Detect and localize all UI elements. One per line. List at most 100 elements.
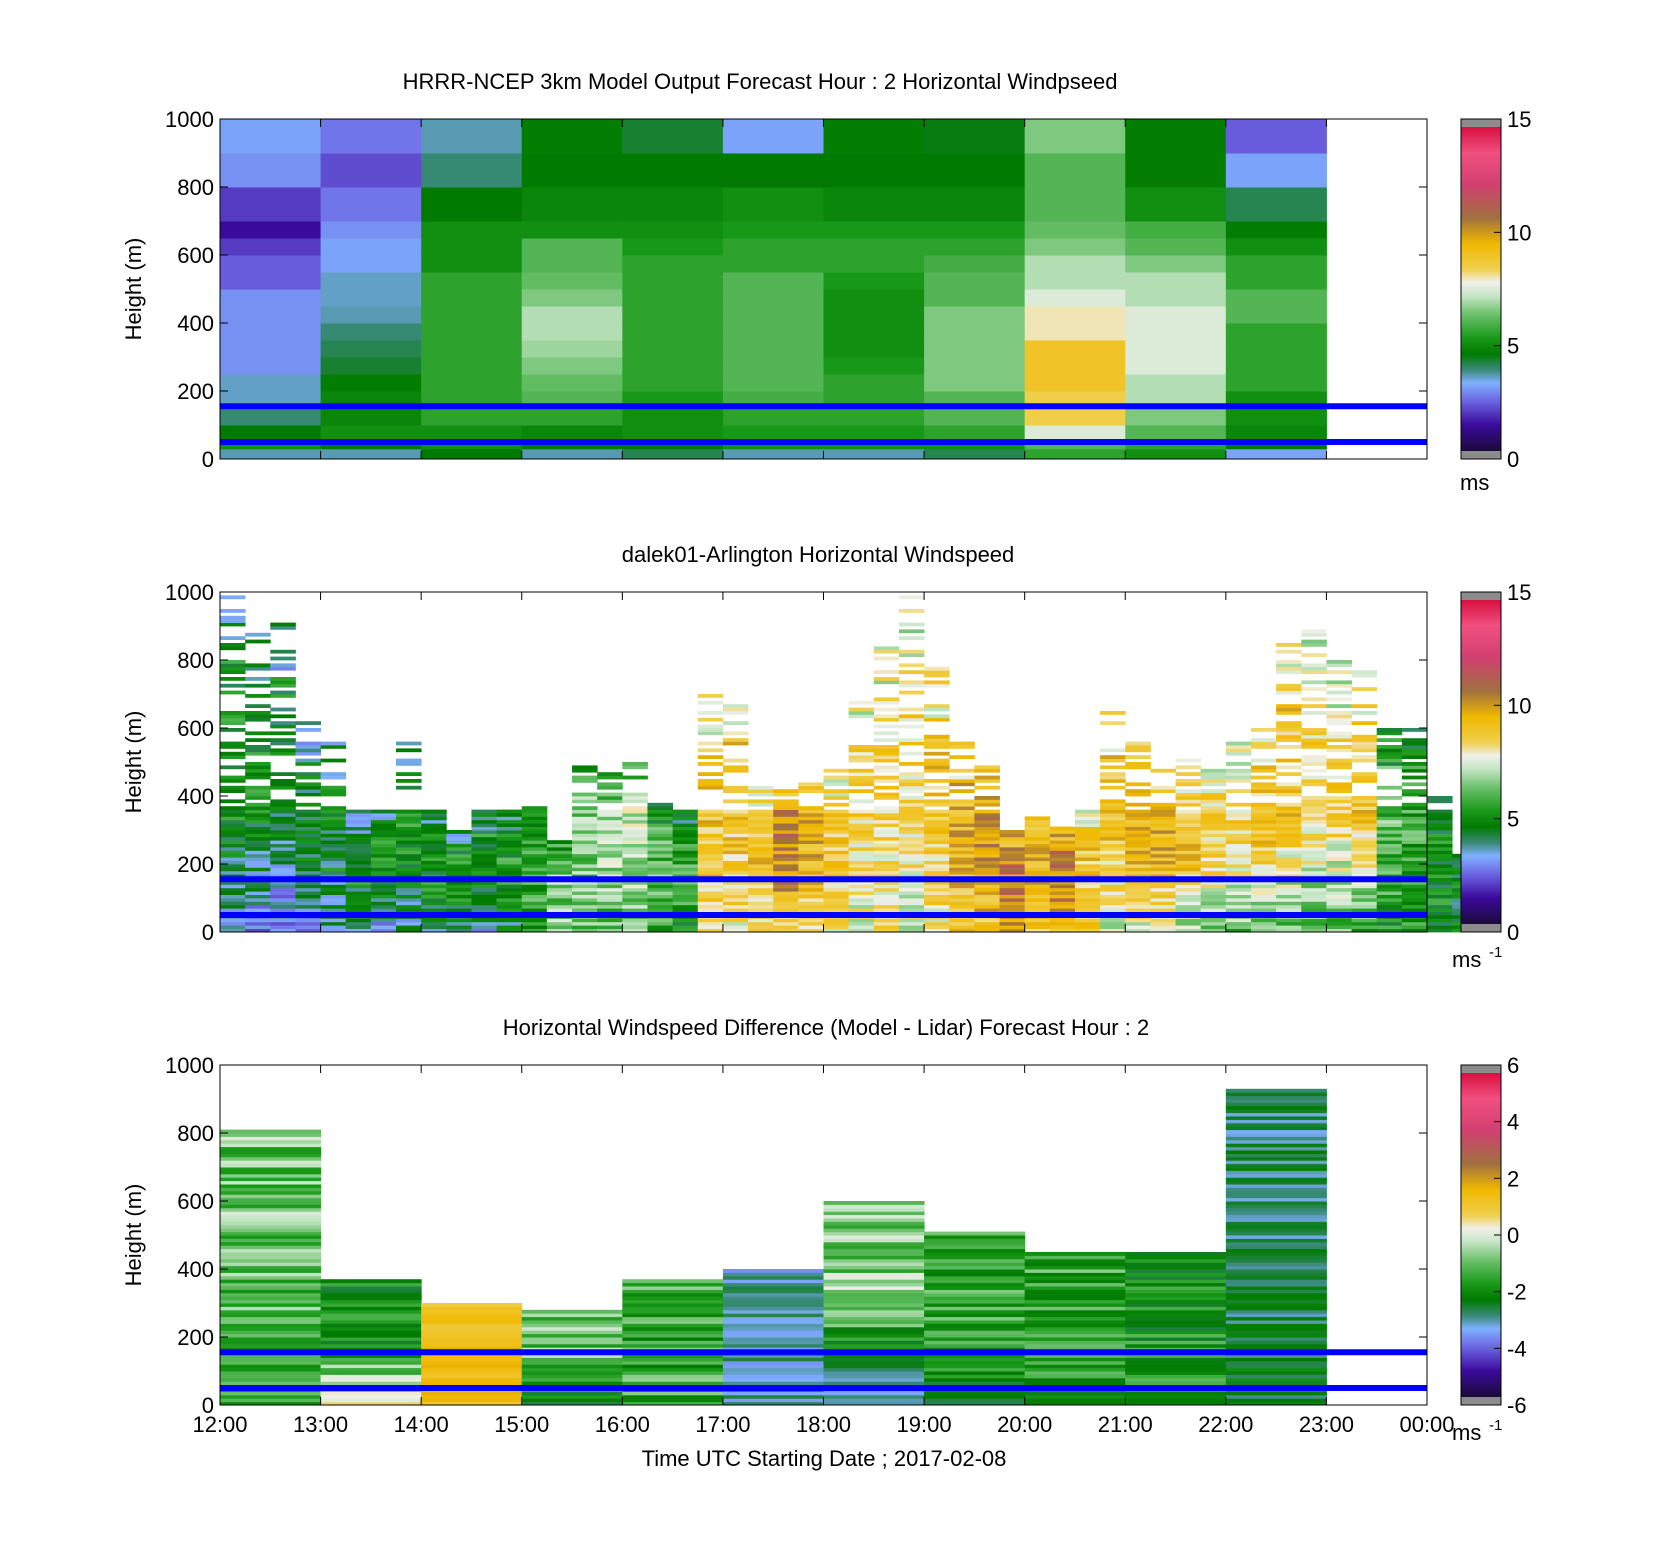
- heatmap-cell: [722, 809, 749, 814]
- heatmap-cell: [1225, 1367, 1327, 1372]
- heatmap-cell: [748, 830, 774, 834]
- heatmap-cell: [245, 857, 271, 861]
- heatmap-cell: [1024, 840, 1051, 844]
- heatmap-cell: [898, 816, 925, 821]
- heatmap-cell: [622, 881, 648, 885]
- colorbar-tick-label: -6: [1507, 1393, 1527, 1418]
- heatmap-cell: [1376, 857, 1403, 861]
- heatmap-cell: [1150, 809, 1176, 814]
- heatmap-cell: [1100, 823, 1126, 827]
- heatmap-cell: [1225, 1095, 1327, 1100]
- heatmap-cell: [823, 823, 850, 827]
- heatmap-cell: [722, 884, 749, 889]
- heatmap-cell: [848, 908, 875, 912]
- heatmap-cell: [1301, 663, 1327, 668]
- heatmap-cell: [798, 891, 824, 895]
- heatmap-cell: [823, 1354, 925, 1358]
- heatmap-cell: [1351, 850, 1378, 855]
- heatmap-cell: [521, 813, 548, 817]
- heatmap-cell: [220, 840, 246, 844]
- heatmap-cell: [1125, 306, 1227, 324]
- heatmap-cell: [1225, 898, 1252, 902]
- heatmap-cell: [270, 751, 296, 756]
- heatmap-cell: [1175, 928, 1202, 933]
- heatmap-cell: [597, 792, 623, 797]
- heatmap-cell: [823, 1201, 925, 1205]
- heatmap-cell: [471, 843, 498, 848]
- heatmap-cell: [1225, 860, 1252, 865]
- heatmap-cell: [1225, 1255, 1327, 1260]
- heatmap-cell: [572, 860, 598, 865]
- heatmap-cell: [270, 724, 296, 729]
- heatmap-cell: [1125, 1398, 1227, 1403]
- heatmap-cell: [1175, 826, 1202, 831]
- heatmap-cell: [848, 745, 875, 749]
- colorbar-tick-label: 10: [1507, 693, 1531, 718]
- heatmap-cell: [622, 255, 724, 273]
- heatmap-cell: [220, 887, 246, 892]
- colorbar-tick-label: 10: [1507, 220, 1531, 245]
- heatmap-cell: [1100, 748, 1126, 753]
- heatmap-cell: [1024, 1330, 1126, 1335]
- heatmap-cell: [1427, 904, 1453, 909]
- heatmap-cell: [1150, 867, 1176, 872]
- heatmap-cell: [622, 857, 648, 861]
- heatmap-cell: [999, 881, 1026, 885]
- heatmap-cell: [873, 697, 900, 702]
- heatmap-cell: [1049, 921, 1076, 926]
- heatmap-cell: [421, 887, 447, 892]
- heatmap-cell: [370, 887, 397, 892]
- heatmap-cell: [1125, 765, 1151, 770]
- heatmap-cell: [1175, 819, 1202, 824]
- heatmap-cell: [521, 1371, 623, 1375]
- heatmap-cell: [647, 918, 674, 923]
- heatmap-cell: [270, 921, 296, 926]
- heatmap-cell: [748, 819, 774, 824]
- heatmap-cell: [848, 714, 875, 719]
- heatmap-cell: [521, 1340, 623, 1345]
- heatmap-cell: [1175, 789, 1202, 793]
- heatmap-cell: [345, 813, 372, 817]
- heatmap-cell: [220, 255, 322, 273]
- heatmap-cell: [320, 1377, 422, 1382]
- heatmap-cell: [471, 887, 498, 892]
- heatmap-cell: [245, 921, 271, 926]
- heatmap-cell: [345, 826, 372, 831]
- heatmap-cell: [220, 374, 322, 392]
- heatmap-cell: [295, 802, 321, 807]
- heatmap-cell: [421, 1340, 523, 1345]
- heatmap-cell: [848, 921, 875, 926]
- heatmap-cell: [245, 826, 271, 831]
- heatmap-cell: [1326, 711, 1352, 715]
- heatmap-cell: [1200, 823, 1227, 827]
- heatmap-cell: [220, 857, 246, 861]
- difference-panel: Horizontal Windspeed Difference (Model -…: [121, 1015, 1527, 1445]
- heatmap-cell: [1074, 816, 1101, 821]
- y-tick-label: 600: [177, 1189, 214, 1214]
- heatmap-cell: [1301, 901, 1327, 906]
- heatmap-cell: [722, 1296, 824, 1301]
- heatmap-cell: [974, 819, 1000, 824]
- heatmap-cell: [1150, 850, 1176, 855]
- heatmap-cell: [1326, 904, 1352, 909]
- heatmap-cell: [572, 792, 598, 797]
- heatmap-cell: [798, 904, 824, 909]
- heatmap-cell: [848, 833, 875, 838]
- heatmap-cell: [924, 1262, 1026, 1267]
- heatmap-cell: [1427, 894, 1453, 899]
- heatmap-cell: [622, 1354, 724, 1358]
- heatmap-cell: [1024, 1354, 1126, 1358]
- heatmap-cell: [622, 1343, 724, 1348]
- heatmap-cell: [898, 843, 925, 848]
- heatmap-cell: [924, 1272, 1026, 1277]
- heatmap-cell: [697, 833, 724, 838]
- heatmap-cell: [1200, 836, 1227, 841]
- heatmap-cell: [270, 677, 296, 681]
- heatmap-cell: [1100, 816, 1126, 821]
- heatmap-cell: [1225, 809, 1252, 814]
- heatmap-cell: [396, 908, 422, 912]
- heatmap-cell: [722, 870, 749, 875]
- heatmap-cell: [1150, 901, 1176, 906]
- heatmap-cell: [748, 809, 774, 814]
- heatmap-cell: [1351, 755, 1378, 759]
